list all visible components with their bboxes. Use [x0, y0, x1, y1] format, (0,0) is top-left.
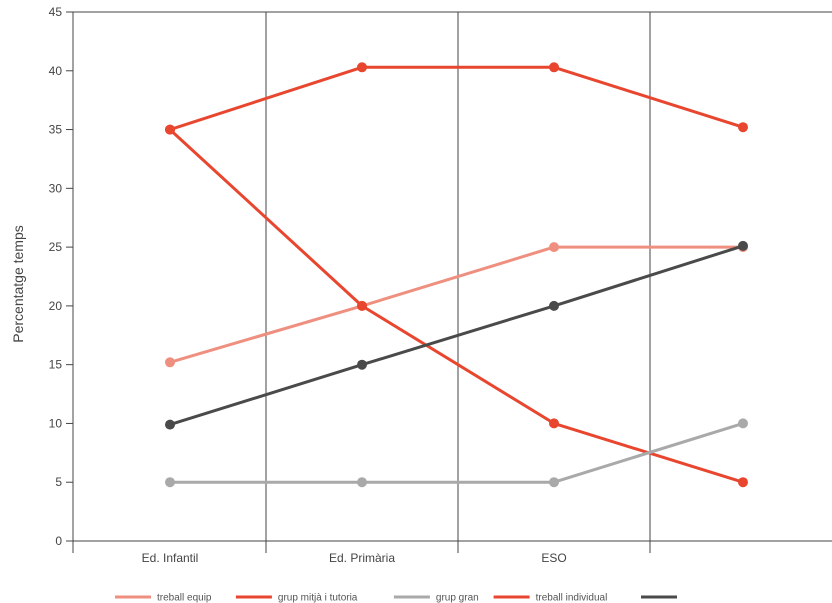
y-tick-label-0: 0 [55, 534, 62, 548]
y-axis-title: Percentatge temps [10, 225, 26, 343]
axes: 0 5 10 15 20 25 30 35 40 45 Ed. Infantil Ed. Primàr… [49, 5, 832, 565]
grid [72, 11, 832, 553]
y-tick-label-5: 25 [49, 240, 63, 254]
legend: treball equip grup mitjà i tutoria grup gr… [115, 593, 677, 603]
legend-label-2: grup gran [436, 593, 479, 603]
data-point-3-1 [357, 62, 367, 73]
y-tick-label-3: 15 [49, 358, 63, 372]
data-point-3-3 [738, 122, 748, 133]
data-point-2-2 [549, 477, 559, 488]
data-point-2-3 [738, 418, 748, 429]
x-tick-label-2: ESO [541, 551, 566, 565]
series-line-0 [168, 245, 745, 364]
y-tick-label-8: 40 [49, 64, 63, 78]
series-line-3 [168, 65, 745, 132]
y-tick-label-7: 35 [49, 123, 63, 137]
y-tick-label-9: 45 [49, 5, 63, 19]
data-point-4-0 [165, 419, 175, 430]
y-tick-label-2: 10 [49, 416, 63, 430]
data-point-2-0 [165, 477, 175, 488]
y-tick-label-1: 5 [55, 475, 62, 489]
y-tick-label-4: 20 [49, 299, 63, 313]
series-lines [165, 62, 748, 488]
data-point-4-2 [549, 300, 559, 311]
data-point-1-1 [357, 300, 367, 311]
y-tick-label-6: 30 [49, 181, 63, 195]
data-point-3-0 [165, 124, 175, 135]
data-point-4-1 [357, 359, 367, 370]
data-point-1-3 [738, 477, 748, 488]
legend-label-1: grup mitjà i tutoria [278, 593, 358, 603]
x-tick-label-1: Ed. Primària [329, 551, 395, 565]
data-point-0-2 [549, 242, 559, 253]
data-point-1-2 [549, 418, 559, 429]
series-line-4 [168, 244, 745, 427]
data-point-4-3 [738, 240, 748, 251]
legend-label-0: treball equip [157, 593, 212, 603]
series-line-1 [168, 128, 745, 484]
series-line-2 [168, 421, 745, 484]
data-point-0-0 [165, 357, 175, 368]
x-tick-label-0: Ed. Infantil [142, 551, 199, 565]
legend-label-3: treball individual [536, 593, 608, 603]
data-point-2-1 [357, 477, 367, 488]
data-point-3-2 [549, 62, 559, 73]
